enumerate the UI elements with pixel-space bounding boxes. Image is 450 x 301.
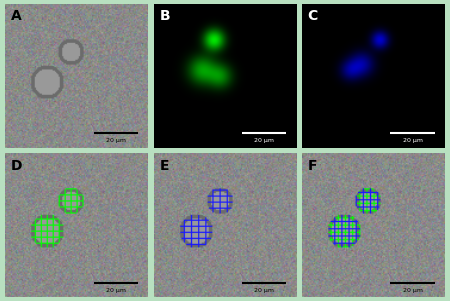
Text: F: F — [308, 159, 317, 173]
Text: D: D — [11, 159, 22, 173]
Text: C: C — [308, 9, 318, 23]
Text: A: A — [11, 9, 22, 23]
Text: 20 μm: 20 μm — [254, 138, 274, 143]
Text: 20 μm: 20 μm — [402, 288, 423, 293]
Text: 20 μm: 20 μm — [106, 288, 126, 293]
Text: B: B — [159, 9, 170, 23]
Text: E: E — [159, 159, 169, 173]
Text: 20 μm: 20 μm — [254, 288, 274, 293]
Text: 20 μm: 20 μm — [106, 138, 126, 143]
Text: 20 μm: 20 μm — [402, 138, 423, 143]
